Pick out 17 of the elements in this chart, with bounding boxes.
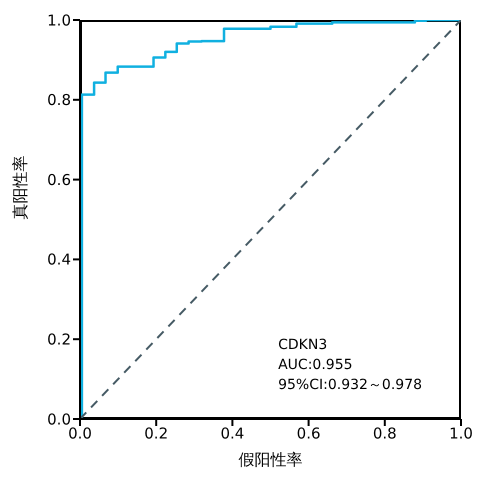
y-axis-title: 真阳性率 bbox=[10, 156, 30, 220]
y-tick-label: 0.8 bbox=[47, 91, 71, 110]
y-tick-label: 0.2 bbox=[47, 330, 71, 349]
x-tick-label: 1.0 bbox=[449, 424, 473, 443]
x-axis-title: 假阳性率 bbox=[238, 450, 302, 469]
y-tick-label: 0.4 bbox=[47, 250, 71, 269]
y-tick-label: 0.6 bbox=[47, 170, 71, 189]
annotation: CDKN3 bbox=[278, 336, 328, 356]
y-tick-label: 1.0 bbox=[47, 11, 71, 30]
x-tick-label: 0.6 bbox=[296, 424, 321, 443]
y-tick-label: 0.0 bbox=[47, 410, 71, 428]
x-tick-label: 0.2 bbox=[144, 424, 168, 443]
x-tick-label: 0.4 bbox=[220, 424, 244, 443]
annotation: 95%CI:0.932～0.978 bbox=[278, 376, 422, 396]
annotation: AUC:0.955 bbox=[278, 356, 354, 376]
x-tick-label: 0.8 bbox=[372, 424, 397, 443]
x-tick-label: 0.0 bbox=[68, 424, 92, 443]
